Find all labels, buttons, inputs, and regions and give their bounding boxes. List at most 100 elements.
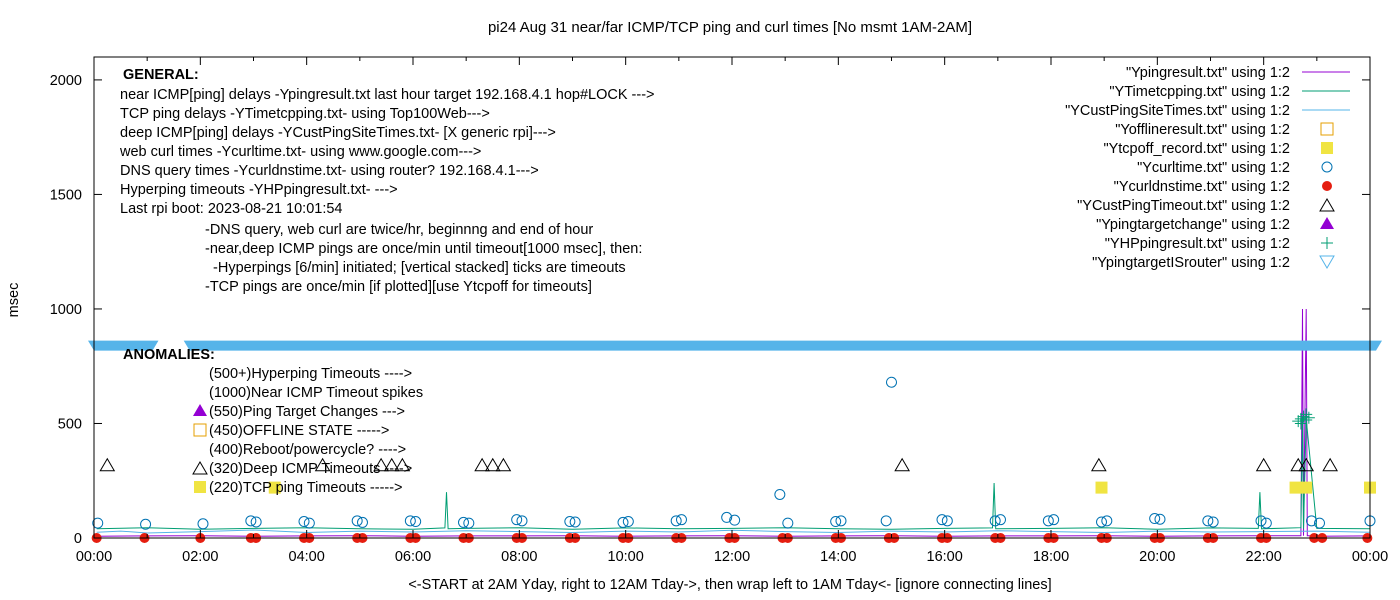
- axes: 00:00 02:00 04:00 06:00 08:00 10:00 12:00 14:00…: [50, 57, 1388, 565]
- legend-label: "YHPpingresult.txt" using 1:2: [1105, 236, 1290, 252]
- y-tick-label: 2000: [50, 73, 82, 89]
- data-point-7: [894, 457, 911, 472]
- anomalies-heading: ANOMALIES:: [123, 347, 215, 363]
- data-point-7: [394, 457, 411, 472]
- legend-label: "YCustPingSiteTimes.txt" using 1:2: [1065, 103, 1290, 119]
- y-axis-label: msec: [6, 283, 22, 318]
- anomaly-line: (320)Deep ICMP Timeouts ---->: [209, 461, 412, 477]
- y-tick-label: 1500: [50, 187, 82, 203]
- y-tick-label: 1000: [50, 302, 82, 318]
- legend-label: "YCustPingTimeout.txt" using 1:2: [1077, 198, 1290, 214]
- data-point-5: [774, 488, 786, 500]
- data-point-5: [1154, 513, 1166, 525]
- legend-label: "YpingtargetISrouter" using 1:2: [1092, 255, 1290, 271]
- anomaly-marker: [193, 423, 207, 437]
- data-point-5: [463, 517, 475, 529]
- data-point-7: [495, 457, 512, 472]
- break-band-right: [183, 340, 1383, 351]
- data-point-4: [1095, 481, 1108, 494]
- data-point-7: [314, 457, 331, 472]
- y-tick-label: 0: [74, 531, 82, 547]
- data-point-7: [1090, 457, 1107, 472]
- anomaly-line: (400)Reboot/powercycle? ---->: [209, 442, 406, 458]
- data-point-7: [474, 457, 490, 472]
- data-point-5: [729, 514, 741, 526]
- data-point-5: [830, 516, 842, 528]
- chart-title: pi24 Aug 31 near/far ICMP/TCP ping and c…: [488, 19, 972, 36]
- data-point-4: [268, 481, 281, 494]
- data-point-9: [1292, 415, 1305, 428]
- break-band-left: [88, 340, 159, 351]
- data-point-5: [511, 514, 523, 526]
- data-point-5: [564, 516, 576, 528]
- series-line-1: [96, 416, 1371, 530]
- data-point-5: [404, 515, 416, 527]
- x-tick-label: 00:00: [1352, 549, 1388, 565]
- anomaly-marker: [192, 461, 208, 475]
- data-point-5: [1260, 517, 1272, 529]
- anomaly-line: (450)OFFLINE STATE ----->: [209, 423, 389, 439]
- y-tick-label: 500: [58, 416, 82, 432]
- legend-label: "Ycurldnstime.txt" using 1:2: [1114, 179, 1290, 195]
- anomaly-marker: [193, 404, 207, 416]
- data-point-9: [1297, 410, 1310, 423]
- anomaly-line: (1000)Near ICMP Timeout spikes: [209, 385, 423, 401]
- data-point-7: [1322, 457, 1338, 472]
- general-note-line: near ICMP[ping] delays -Ypingresult.txt …: [120, 87, 655, 103]
- legend: "Ypingresult.txt" using 1:2 "YTimetcpping…: [1065, 65, 1350, 271]
- data-point-5: [994, 514, 1006, 526]
- data-point-5: [886, 376, 897, 388]
- data-point-7: [1290, 457, 1307, 472]
- data-point-5: [569, 516, 581, 528]
- general-note-line: Hyperping timeouts -YHPpingresult.txt- -…: [120, 182, 398, 198]
- data-point-9: [1302, 411, 1315, 424]
- x-tick-label: 16:00: [927, 549, 963, 565]
- legend-swatch: [1320, 122, 1334, 136]
- x-tick-label: 14:00: [820, 549, 856, 565]
- data-point-5: [298, 516, 310, 528]
- data-point-4: [1300, 481, 1313, 494]
- general-note-line: DNS query times -Ycurldnstime.txt- using…: [120, 163, 539, 179]
- data-point-5: [1202, 515, 1214, 527]
- x-axis-label: <-START at 2AM Yday, right to 12AM Tday-…: [408, 577, 1051, 593]
- legend-label: "YTimetcpping.txt" using 1:2: [1109, 84, 1290, 100]
- data-point-7: [1255, 457, 1272, 472]
- data-point-5: [1149, 513, 1161, 525]
- x-tick-label: 10:00: [608, 549, 644, 565]
- data-point-5: [303, 517, 315, 529]
- data-point-5: [351, 515, 363, 527]
- data-point-9: [1300, 408, 1313, 421]
- data-point-5: [140, 518, 152, 530]
- x-tick-label: 18:00: [1033, 549, 1069, 565]
- x-tick-label: 04:00: [289, 549, 325, 565]
- data-point-5: [936, 514, 948, 526]
- anomaly-line: (220)TCP ping Timeouts ----->: [209, 480, 403, 496]
- series-line-2: [96, 529, 1371, 534]
- general-note-line: web curl times -Ycurltime.txt- using www…: [119, 144, 481, 160]
- data-point-5: [356, 516, 368, 528]
- legend-swatch: [1321, 142, 1333, 154]
- legend-swatch: [1321, 237, 1333, 249]
- anomaly-line: (550)Ping Target Changes --->: [209, 404, 405, 420]
- data-point-5: [617, 516, 629, 528]
- data-point-5: [1313, 517, 1325, 529]
- general-note-line: Last rpi boot: 2023-08-21 10:01:54: [120, 201, 343, 217]
- legend-label: "Ypingresult.txt" using 1:2: [1126, 65, 1290, 81]
- annotations: GENERAL: near ICMP[ping] delays -Ypingres…: [119, 67, 655, 496]
- data-point-5: [1048, 514, 1060, 526]
- data-point-5: [622, 516, 634, 528]
- general-heading: GENERAL:: [123, 67, 199, 83]
- x-tick-label: 22:00: [1246, 549, 1282, 565]
- legend-label: "Ytcpoff_record.txt" using 1:2: [1103, 141, 1290, 157]
- general-note-line: TCP ping delays -YTimetcpping.txt- using…: [120, 106, 490, 122]
- data-point-5: [782, 517, 794, 529]
- data-point-4: [1289, 481, 1302, 494]
- x-tick-label: 02:00: [182, 549, 218, 565]
- data-point-5: [670, 515, 682, 527]
- data-point-7: [373, 457, 389, 472]
- data-point-5: [880, 515, 892, 527]
- legend-label: "Ycurltime.txt" using 1:2: [1137, 160, 1290, 176]
- x-tick-label: 12:00: [714, 549, 750, 565]
- legend-swatch: [1319, 198, 1335, 212]
